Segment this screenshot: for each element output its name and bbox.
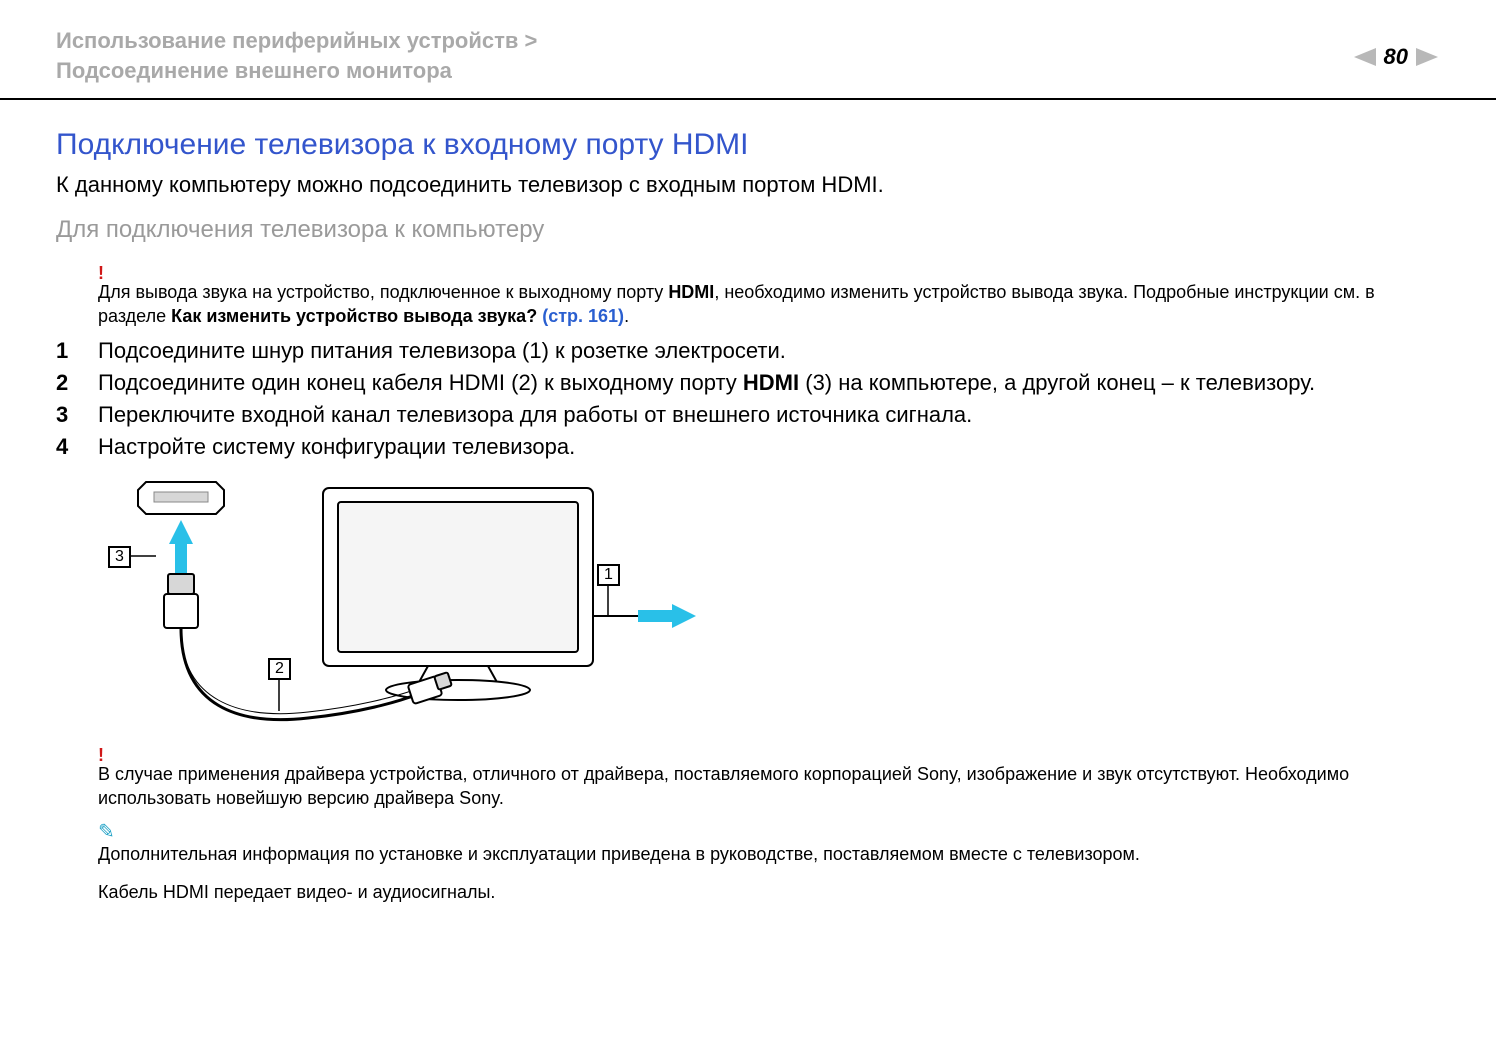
step-1: 1Подсоедините шнур питания телевизора (1… bbox=[56, 336, 1440, 366]
pager: 80 bbox=[1354, 44, 1438, 70]
header-rule bbox=[0, 98, 1496, 100]
warning-2-text: В случае применения драйвера устройства,… bbox=[98, 762, 1440, 810]
callout-1: 1 bbox=[597, 564, 620, 586]
tip-text: Дополнительная информация по установке и… bbox=[98, 842, 1440, 866]
footnote-text: Кабель HDMI передает видео- и аудиосигна… bbox=[98, 882, 1440, 903]
warning-1-text: Для вывода звука на устройство, подключе… bbox=[98, 280, 1440, 328]
prev-page-icon[interactable] bbox=[1354, 48, 1376, 66]
next-page-icon[interactable] bbox=[1416, 48, 1438, 66]
connection-diagram: 1 2 3 bbox=[98, 476, 718, 736]
page-title: Подключение телевизора к входному порту … bbox=[56, 128, 1440, 162]
breadcrumb: Использование периферийных устройств > П… bbox=[56, 26, 1440, 86]
steps-list: 1Подсоедините шнур питания телевизора (1… bbox=[56, 336, 1440, 462]
warning-1: ! Для вывода звука на устройство, подклю… bbox=[98, 266, 1440, 328]
page-number: 80 bbox=[1384, 44, 1408, 70]
callout-2: 2 bbox=[268, 658, 291, 680]
warning-icon: ! bbox=[98, 748, 1440, 762]
intro-text: К данному компьютеру можно подсоединить … bbox=[56, 172, 1440, 198]
step-3: 3Переключите входной канал телевизора дл… bbox=[56, 400, 1440, 430]
breadcrumb-line2: Подсоединение внешнего монитора bbox=[56, 56, 1440, 86]
warning-icon: ! bbox=[98, 266, 1440, 280]
callout-3: 3 bbox=[108, 546, 131, 568]
pencil-icon: ✎ bbox=[98, 824, 1440, 840]
warning-2: ! В случае применения драйвера устройств… bbox=[98, 748, 1440, 810]
tip-note: ✎ Дополнительная информация по установке… bbox=[98, 824, 1440, 866]
step-2: 2Подсоедините один конец кабеля HDMI (2)… bbox=[56, 368, 1440, 398]
page-link-161[interactable]: (стр. 161) bbox=[537, 306, 624, 326]
step-4: 4Настройте систему конфигурации телевизо… bbox=[56, 432, 1440, 462]
breadcrumb-line1: Использование периферийных устройств > bbox=[56, 26, 1440, 56]
section-subheading: Для подключения телевизора к компьютеру bbox=[56, 216, 1440, 244]
